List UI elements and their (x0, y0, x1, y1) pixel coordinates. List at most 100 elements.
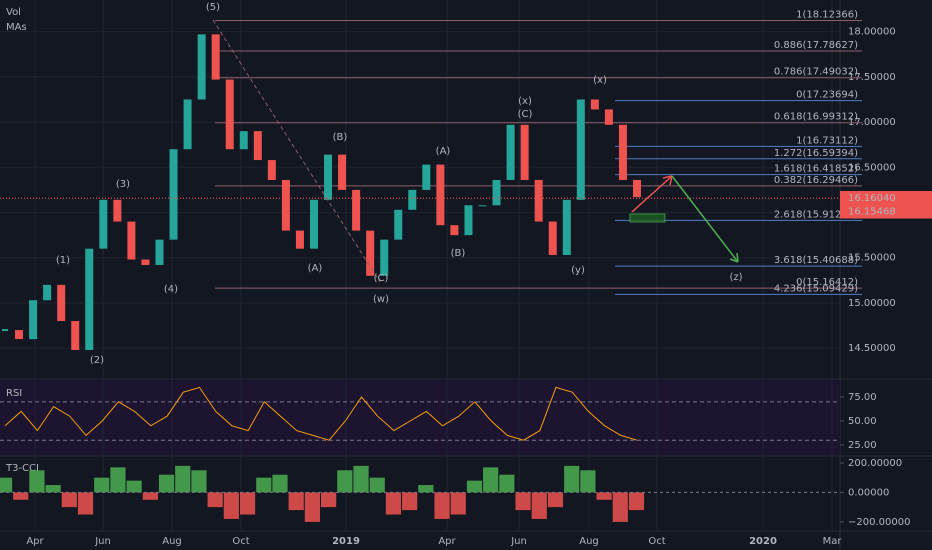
x-tick-label: Mar (823, 536, 843, 547)
candle (618, 124, 627, 180)
cci-bar (126, 480, 142, 493)
cci-bar (515, 492, 531, 511)
x-tick-label: Oct (232, 536, 249, 547)
y-tick-label: 75.00 (848, 392, 877, 403)
pane-title: T3-CCI (5, 463, 39, 474)
candle (548, 221, 557, 256)
candle (295, 230, 304, 249)
x-tick-label: Aug (579, 536, 599, 547)
cci-bar (13, 492, 29, 500)
candle (604, 109, 613, 125)
candle (155, 239, 164, 265)
wave-label: (2) (90, 355, 104, 366)
candle (338, 154, 347, 190)
x-tick-label: Apr (438, 536, 456, 547)
candle (141, 259, 150, 265)
cci-bar (94, 477, 110, 493)
fib-label: 0(15.16412) (796, 277, 858, 288)
candle (366, 230, 375, 276)
fib-label: 0.618(16.99312) (774, 112, 858, 123)
candle (127, 221, 136, 260)
y-tick-label: 200.00000 (848, 458, 902, 469)
y-tick-label: 0.00000 (848, 487, 889, 498)
fib-label: 0.382(16.29466) (774, 175, 858, 186)
x-tick-label: Aug (162, 536, 182, 547)
candle (562, 199, 571, 256)
candle (394, 209, 403, 240)
candle (169, 149, 178, 240)
cci-bar (207, 492, 223, 508)
fib-label: 1(16.73112) (796, 135, 858, 146)
arrow-head (662, 175, 673, 186)
candle (352, 189, 361, 231)
cci-bar (564, 465, 580, 493)
candle (15, 330, 24, 340)
fib-label: 1.272(16.59394) (774, 148, 858, 159)
indicator-label: Vol (6, 7, 21, 18)
cci-bar (402, 492, 418, 511)
cci-pane: 200.00000 0.00000 −200.00000 T3-CCI (0, 458, 910, 528)
wave-connector (212, 19, 381, 283)
target-box (629, 213, 666, 223)
wave-label: (C) (518, 109, 533, 120)
cci-bar (142, 492, 158, 500)
cci-bar (175, 465, 191, 493)
cci-bar (499, 474, 515, 493)
y-tick-label: 15.00000 (848, 298, 896, 309)
candle (492, 179, 501, 206)
x-tick-label: Apr (26, 536, 44, 547)
cci-bar (110, 467, 126, 493)
x-tick-label: 2020 (749, 536, 777, 547)
wave-label: (B) (451, 248, 466, 259)
cci-bar (191, 470, 207, 493)
candle (309, 199, 318, 249)
candle (113, 199, 122, 222)
candle (225, 79, 234, 150)
cci-bar (418, 485, 434, 493)
price-badge (840, 204, 932, 219)
cci-bar (77, 492, 94, 515)
candle (211, 34, 220, 80)
candle (99, 199, 108, 249)
candle (239, 131, 248, 150)
candle (506, 124, 515, 180)
fib-label: 0.886(17.78627) (774, 40, 858, 51)
y-tick-label: 17.00000 (848, 117, 896, 128)
candle (281, 179, 290, 231)
wave-label: (x) (593, 75, 607, 86)
price-pane: 14.5000015.0000015.5000016.0000016.50000… (0, 0, 932, 530)
cci-bar (483, 467, 499, 493)
y-tick-label: 50.00 (848, 416, 877, 427)
rsi-line (4, 386, 638, 441)
cci-bar (434, 492, 450, 519)
cci-bar (158, 474, 175, 493)
wave-label: (x) (518, 96, 532, 107)
wave-label: (A) (308, 263, 323, 274)
wave-label: (1) (56, 255, 70, 266)
candle (450, 225, 459, 236)
y-tick-label: 16.50000 (848, 162, 896, 173)
cci-bar (223, 492, 239, 519)
cci-bar (288, 492, 304, 511)
y-tick-label: 18.00000 (848, 27, 896, 38)
x-tick-label: Jun (510, 536, 527, 547)
fib-label: 4.236(15.09429) (774, 283, 858, 294)
cci-bar (321, 492, 337, 508)
candle (2, 329, 8, 332)
wave-label: (5) (206, 2, 220, 13)
y-tick-label: −200.00000 (848, 517, 910, 528)
candle (576, 99, 585, 200)
candle (380, 239, 389, 276)
x-tick-label: 2019 (332, 536, 360, 547)
cci-bar (304, 492, 320, 522)
candle (43, 284, 52, 301)
price-badge (840, 191, 932, 206)
fib-label: 1(18.12366) (796, 9, 858, 20)
cci-bar (466, 480, 483, 493)
indicator-label: MAs (6, 22, 27, 33)
candle (534, 179, 543, 222)
y-tick-label: 17.50000 (848, 72, 896, 83)
pane-title: RSI (6, 388, 22, 399)
wave-label: (C) (374, 273, 389, 284)
